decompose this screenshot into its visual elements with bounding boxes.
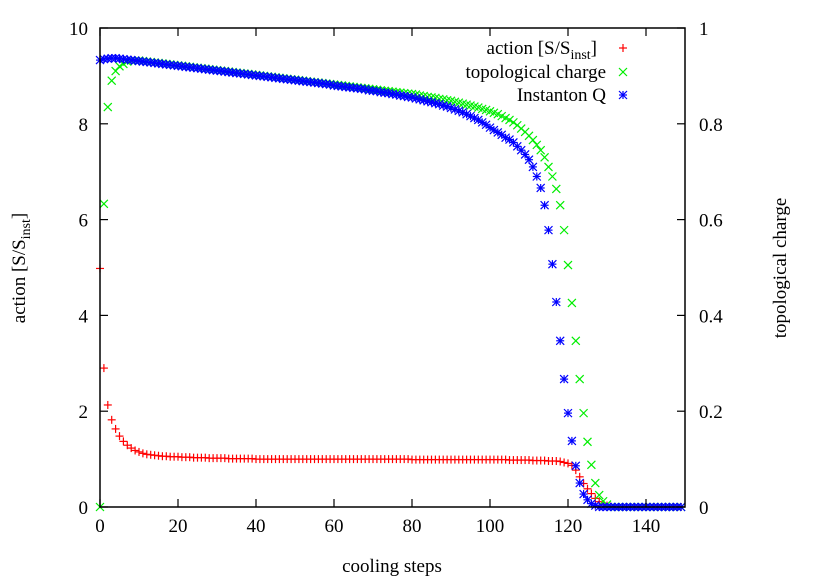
x-tick-label: 120	[554, 516, 583, 537]
topological-charge-point	[99, 199, 109, 209]
instanton-q-point	[579, 489, 589, 499]
y-tick-label: 0	[79, 498, 89, 519]
y2-axis-title: topological charge	[770, 198, 791, 339]
instanton-q-point	[559, 374, 569, 384]
action-point	[583, 484, 592, 493]
topological-charge-point	[508, 117, 518, 127]
legend-label-instanton-q: Instanton Q	[517, 85, 606, 106]
y-tick-label: 4	[79, 306, 89, 327]
instanton-q-point	[540, 200, 550, 210]
y-tick-label: 6	[79, 211, 89, 232]
topological-charge-point	[563, 260, 573, 270]
topological-charge-point	[115, 61, 124, 71]
legend-label-topological-charge: topological charge	[465, 62, 606, 83]
data-marks	[95, 53, 686, 512]
topological-charge-point	[547, 172, 557, 181]
topological-charge-point	[586, 460, 596, 470]
action-point	[119, 437, 128, 446]
instanton-q-point	[524, 155, 534, 165]
topological-charge-point	[583, 437, 592, 447]
y-axis-title: action [S/Sinst]	[9, 213, 34, 323]
topological-charge-point	[540, 152, 550, 162]
action-point	[556, 457, 565, 466]
topological-charge-point	[590, 478, 600, 488]
topological-charge-point	[111, 66, 121, 76]
topological-charge-point	[571, 336, 581, 346]
action-point	[560, 458, 569, 467]
x-axis-title: cooling steps	[342, 556, 442, 577]
instanton-q-point	[520, 150, 530, 159]
instanton-q-point	[555, 336, 565, 346]
action-point	[111, 424, 120, 433]
y2-tick-label: 0.4	[699, 306, 723, 327]
legend-label-action: action [S/Sinst]	[487, 38, 597, 63]
action-point	[115, 432, 124, 441]
topological-charge-point	[551, 184, 561, 194]
x-tick-label: 40	[247, 516, 266, 537]
plot-frame	[99, 27, 686, 508]
instanton-q-point	[544, 225, 553, 235]
action-point	[564, 459, 572, 468]
action-point	[138, 449, 147, 458]
instanton-q-point	[563, 408, 573, 418]
instanton-q-point	[547, 259, 557, 269]
topological-charge-point	[442, 95, 452, 105]
x-tick-label: 140	[632, 516, 661, 537]
legend-marker-instanton-q	[618, 90, 628, 100]
action-point	[107, 415, 116, 424]
topological-charge-point	[579, 408, 589, 418]
y2-tick-label: 0.8	[699, 115, 723, 136]
y-tick-label: 10	[69, 19, 88, 40]
y2-tick-label: 0	[699, 498, 709, 519]
y2-tick-label: 0.2	[699, 402, 723, 423]
topological-charge-point	[544, 162, 553, 172]
x-tick-label: 0	[95, 516, 105, 537]
instanton-q-point	[532, 172, 542, 181]
instanton-q-point	[567, 436, 577, 446]
instanton-q-point	[536, 183, 546, 193]
action-point	[103, 400, 112, 409]
legend-marker-action	[619, 44, 627, 52]
instanton-q-point	[575, 478, 585, 488]
topological-charge-point	[103, 102, 113, 112]
y-tick-label: 8	[79, 115, 89, 136]
topological-charge-point	[528, 135, 538, 145]
topological-charge-point	[505, 115, 514, 125]
y2-tick-label: 1	[699, 19, 709, 40]
instanton-q-point	[551, 297, 561, 307]
x-tick-label: 20	[169, 516, 188, 537]
series-action	[96, 264, 686, 511]
topological-charge-point	[567, 298, 577, 308]
topological-charge-point	[594, 490, 604, 500]
topological-charge-point	[555, 200, 565, 210]
y2-tick-label: 0.6	[699, 211, 723, 232]
topological-charge-point	[559, 225, 569, 235]
y-tick-label: 2	[79, 402, 89, 423]
x-tick-label: 100	[476, 516, 505, 537]
topological-charge-point	[536, 145, 546, 155]
x-tick-label: 80	[403, 516, 422, 537]
instanton-q-point	[571, 461, 581, 471]
action-point	[135, 447, 143, 456]
instanton-q-point	[528, 162, 538, 172]
legend: action [S/Sinst] topological charge Inst…	[465, 38, 628, 106]
series-instanton-q	[95, 53, 686, 512]
series-topological-charge	[95, 56, 686, 512]
topological-charge-point	[575, 374, 585, 384]
action-point	[99, 364, 108, 373]
action-point	[131, 446, 140, 455]
x-tick-label: 60	[325, 516, 344, 537]
legend-marker-topological-charge	[618, 67, 628, 77]
topological-charge-point	[107, 76, 117, 86]
topological-charge-point	[532, 140, 542, 150]
